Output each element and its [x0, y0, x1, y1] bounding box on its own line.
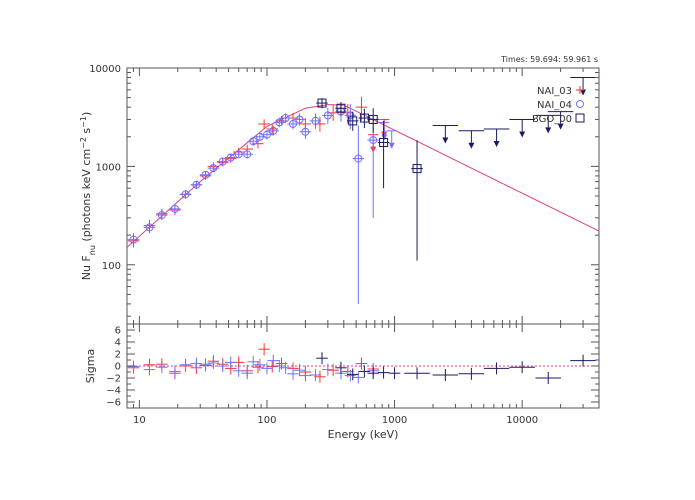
x-tick-label: 10 — [133, 415, 146, 426]
data-point-square — [379, 137, 389, 147]
upper-limit-arrow — [519, 131, 526, 138]
time-annotation: Times: 59.694: 59.961 s — [500, 55, 598, 64]
data-point-circle — [346, 111, 355, 120]
data-point-square — [348, 116, 358, 126]
x-tick-label: 100 — [257, 415, 276, 426]
data-point-circle — [201, 170, 210, 179]
upper-limit-arrow — [493, 140, 500, 147]
legend-symbol-circle — [576, 100, 584, 108]
data-point-circle — [262, 130, 271, 139]
residual-ylabel: Sigma — [84, 349, 97, 383]
legend-symbol-square — [575, 113, 585, 123]
spectrum-ylabel: Nu Fnu (photons keV cm−2 s−1) — [79, 112, 97, 281]
data-point-square — [317, 98, 327, 108]
data-point-circle — [301, 127, 310, 136]
residual-content — [127, 343, 599, 384]
data-point-circle — [369, 136, 378, 145]
y-tick-label: 1000 — [96, 162, 121, 173]
data-point-circle — [145, 223, 154, 232]
data-point-circle — [192, 180, 201, 189]
spectrum-panel: 100 1000 10000 Nu Fnu (photons keV cm−2 s−… — [79, 64, 600, 325]
data-point-circle — [249, 137, 258, 146]
data-point-circle — [209, 164, 218, 173]
upper-limit-arrow — [388, 142, 395, 149]
upper-limit-arrow — [580, 89, 587, 96]
y-tick-label-res: −6 — [106, 398, 121, 409]
spectrum-content — [126, 77, 600, 304]
model-curve — [126, 104, 600, 248]
upper-limit-arrow — [468, 142, 475, 149]
data-point-circle — [218, 157, 227, 166]
y-tick-label-res: 6 — [115, 326, 121, 337]
data-point-circle — [269, 126, 278, 135]
x-tick-label: 10000 — [506, 415, 538, 426]
data-point-circle — [295, 115, 304, 124]
data-point-circle — [354, 154, 363, 163]
y-tick-label-res: 2 — [115, 350, 121, 361]
data-point-circle — [323, 111, 332, 120]
y-tick-label: 100 — [102, 261, 121, 272]
data-point-circle — [243, 150, 252, 159]
data-point-circle — [281, 114, 290, 123]
x-axis-label: Energy (keV) — [328, 428, 399, 441]
upper-limit-arrow — [557, 123, 564, 130]
legend-label: BGO_00 — [532, 114, 572, 125]
data-point-circle — [311, 116, 320, 125]
data-point-circle — [181, 190, 190, 199]
legend-label: NAI_03 — [537, 86, 572, 97]
upper-limit-arrow — [545, 127, 552, 134]
spectrum-ticks: 100 1000 10000 — [89, 64, 600, 324]
data-point-circle — [226, 153, 235, 162]
data-point-square — [368, 114, 378, 124]
y-tick-label-res: −4 — [106, 386, 121, 397]
data-point-circle — [289, 119, 298, 128]
legend: NAI_03 NAI_04 BGO_00 — [532, 86, 585, 125]
data-point-square — [359, 113, 369, 123]
legend-label: NAI_04 — [537, 100, 572, 111]
data-point-circle — [157, 211, 166, 220]
y-tick-label-res: 4 — [115, 338, 121, 349]
data-point-square — [412, 164, 422, 174]
y-tick-label: 10000 — [89, 64, 121, 75]
data-point-circle — [275, 118, 284, 127]
upper-limit-arrow — [442, 137, 449, 144]
x-tick-label: 1000 — [382, 415, 407, 426]
y-tick-label-res: 0 — [115, 362, 121, 373]
upper-limit-arrow — [381, 134, 388, 141]
data-point-circle — [129, 235, 138, 244]
data-point-circle — [255, 132, 264, 141]
y-tick-label-res: −2 — [106, 374, 121, 385]
data-point-square — [336, 103, 346, 113]
data-point-circle — [170, 204, 179, 213]
